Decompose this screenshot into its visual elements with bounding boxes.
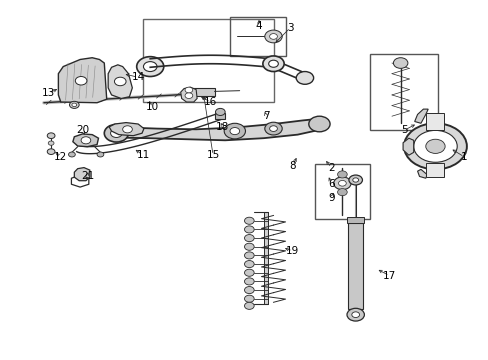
Circle shape [47, 133, 55, 139]
Circle shape [413, 130, 456, 162]
Text: 4: 4 [255, 21, 262, 31]
Text: 14: 14 [131, 72, 144, 82]
Text: 21: 21 [81, 171, 94, 181]
Bar [425, 113, 443, 130]
Circle shape [268, 60, 278, 67]
Circle shape [244, 261, 254, 267]
Circle shape [393, 58, 407, 68]
Circle shape [224, 123, 245, 139]
Circle shape [48, 141, 54, 145]
Circle shape [269, 126, 277, 131]
Bar [348, 222, 362, 309]
Circle shape [215, 108, 224, 116]
Bar [215, 113, 224, 119]
Circle shape [403, 123, 466, 169]
Bar [229, 17, 285, 56]
Bar [264, 212, 267, 304]
Circle shape [143, 62, 157, 72]
Polygon shape [180, 87, 197, 102]
Bar [191, 88, 214, 96]
Circle shape [333, 177, 350, 190]
Polygon shape [402, 138, 413, 155]
Text: 15: 15 [206, 150, 219, 160]
Polygon shape [58, 58, 106, 103]
Text: 17: 17 [382, 271, 395, 281]
Circle shape [75, 77, 87, 85]
Circle shape [244, 243, 254, 250]
Circle shape [229, 127, 239, 135]
Circle shape [244, 235, 254, 242]
Text: 18: 18 [216, 122, 229, 132]
Bar [425, 163, 443, 177]
Circle shape [72, 103, 77, 107]
Circle shape [244, 269, 254, 276]
Circle shape [244, 295, 254, 302]
Text: 5: 5 [400, 125, 407, 135]
Text: 2: 2 [327, 163, 334, 172]
Circle shape [47, 149, 55, 154]
Circle shape [122, 126, 132, 133]
Polygon shape [109, 119, 321, 140]
Circle shape [263, 56, 284, 72]
Text: 19: 19 [285, 246, 299, 256]
Circle shape [351, 312, 359, 318]
Circle shape [244, 302, 254, 309]
Circle shape [264, 122, 282, 135]
Text: 1: 1 [460, 152, 467, 162]
Circle shape [308, 116, 329, 132]
Polygon shape [109, 123, 143, 136]
Circle shape [296, 72, 313, 84]
Text: 9: 9 [327, 193, 334, 203]
Circle shape [337, 171, 346, 178]
Circle shape [137, 57, 163, 77]
Circle shape [110, 129, 122, 138]
Circle shape [81, 137, 91, 144]
Bar [142, 19, 273, 102]
Circle shape [346, 308, 364, 321]
Polygon shape [417, 169, 427, 178]
Circle shape [104, 124, 128, 142]
Circle shape [338, 180, 346, 186]
Polygon shape [108, 65, 132, 99]
Circle shape [97, 152, 103, 157]
Circle shape [114, 77, 126, 86]
Text: 6: 6 [327, 179, 334, 189]
Polygon shape [414, 109, 427, 123]
Text: 20: 20 [76, 125, 89, 135]
Bar [369, 54, 437, 130]
Circle shape [244, 278, 254, 285]
Circle shape [352, 178, 358, 182]
Circle shape [244, 217, 254, 224]
Bar [346, 217, 364, 223]
Text: 8: 8 [289, 161, 296, 171]
Text: 7: 7 [263, 111, 269, 121]
Circle shape [68, 152, 75, 157]
Polygon shape [73, 134, 98, 147]
Circle shape [269, 33, 277, 39]
Circle shape [69, 101, 79, 108]
Circle shape [337, 189, 346, 196]
Text: 3: 3 [286, 23, 293, 33]
Text: 11: 11 [136, 150, 149, 160]
Text: 12: 12 [54, 152, 67, 162]
Circle shape [184, 93, 192, 99]
Bar [314, 164, 369, 219]
Circle shape [264, 30, 282, 43]
Text: 16: 16 [203, 97, 217, 107]
Circle shape [244, 287, 254, 294]
Circle shape [244, 226, 254, 233]
Circle shape [244, 252, 254, 259]
Circle shape [184, 87, 192, 93]
Text: 13: 13 [42, 88, 55, 98]
Circle shape [348, 175, 362, 185]
Circle shape [425, 139, 444, 153]
Text: 10: 10 [146, 102, 159, 112]
Polygon shape [74, 168, 90, 181]
